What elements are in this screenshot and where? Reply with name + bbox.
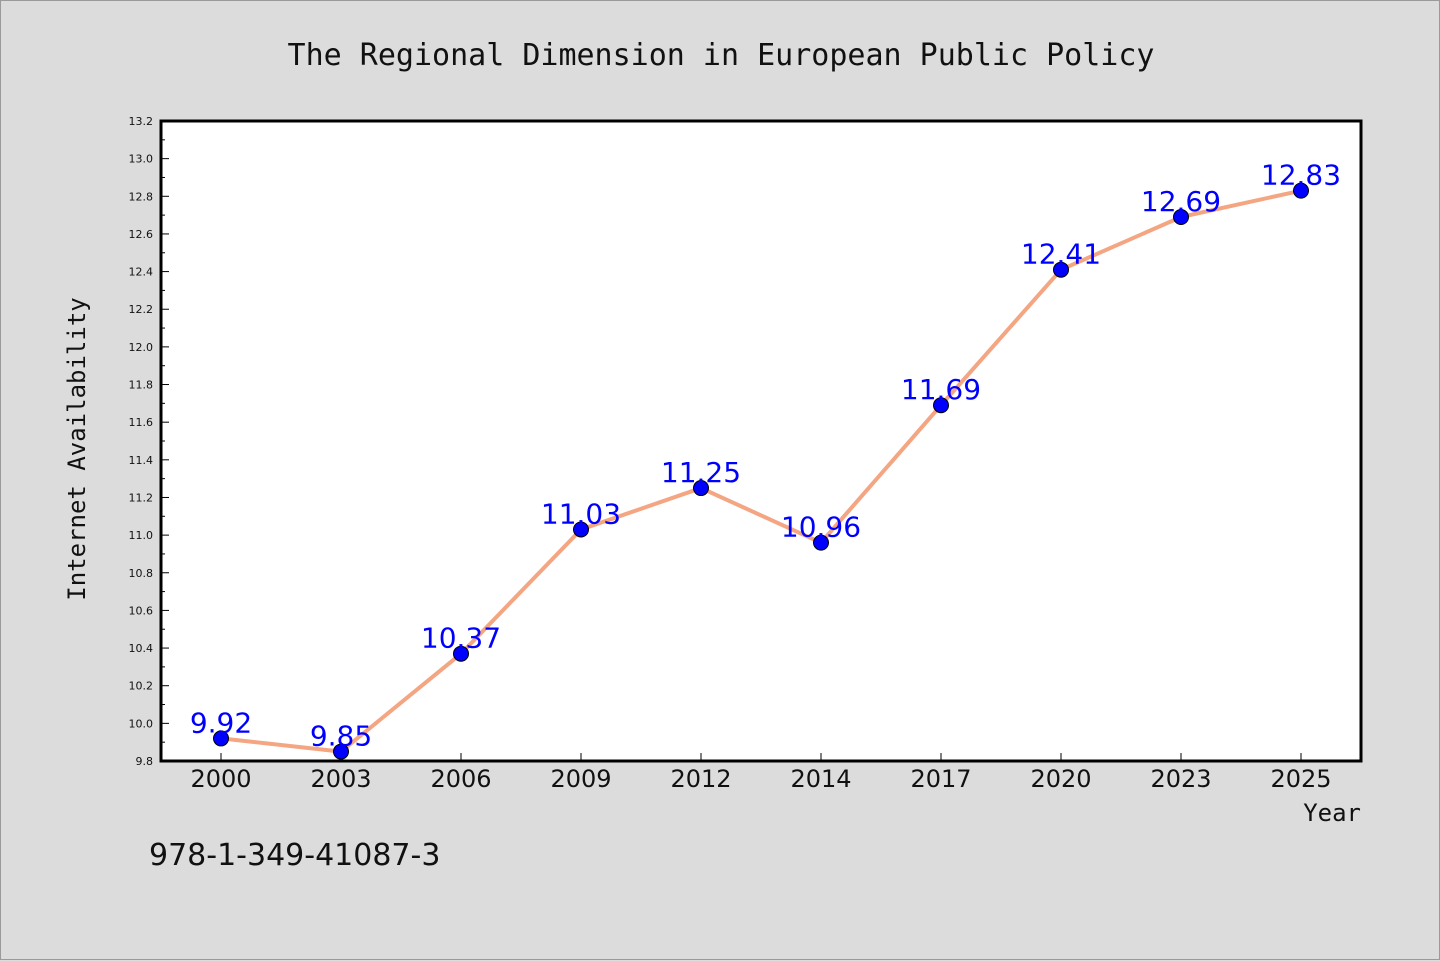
y-tick-label: 12.8 (129, 190, 154, 203)
data-point (693, 480, 709, 497)
chart-title: The Regional Dimension in European Publi… (288, 38, 1155, 73)
x-tick-label: 2020 (1030, 765, 1091, 793)
data-point (1293, 182, 1309, 199)
y-tick-label: 12.0 (129, 341, 154, 354)
y-tick-label: 10.2 (129, 680, 154, 693)
x-axis-label: Year (1303, 799, 1361, 827)
y-tick-label: 13.2 (129, 115, 154, 128)
data-point (1053, 261, 1069, 278)
y-tick-label: 11.6 (129, 416, 154, 429)
y-tick-label: 12.6 (129, 228, 154, 241)
data-label: 10.96 (781, 511, 861, 544)
data-label: 10.37 (421, 622, 501, 655)
data-point (333, 743, 349, 760)
data-point (453, 645, 469, 662)
series-layer: 9.92 9.85 10.37 11.03 11.25 10.96 11.69 12.41 12… (190, 159, 1341, 760)
y-tick-label: 10.6 (129, 604, 154, 617)
data-label: 12.41 (1021, 238, 1101, 271)
y-tick-label: 11.2 (129, 491, 154, 504)
y-tick-label: 10.8 (129, 567, 154, 580)
data-label: 12.83 (1261, 159, 1341, 192)
x-tick-label: 2017 (910, 765, 971, 793)
data-point (1173, 209, 1189, 225)
y-tick-label: 13.0 (129, 153, 154, 166)
y-tick-label: 10.0 (129, 717, 154, 730)
data-point (573, 521, 589, 538)
y-tick-label: 12.4 (129, 266, 154, 279)
data-point (933, 397, 949, 414)
x-tick-label: 2014 (790, 765, 851, 793)
x-tick-label: 2012 (670, 765, 731, 793)
x-tick-label: 2009 (550, 765, 611, 793)
y-tick-label: 11.4 (129, 454, 154, 467)
x-axis: 2000 2003 2006 2009 2012 2014 2017 2020 2023 2025 (190, 753, 1332, 793)
y-tick-label: 11.0 (129, 529, 154, 542)
data-label: 12.69 (1141, 185, 1221, 218)
x-tick-label: 2023 (1150, 765, 1211, 793)
data-label: 11.25 (661, 456, 741, 489)
y-axis: 9.8 10.0 10.2 10.4 10.6 10.8 11.0 11.2 11.4 11.6 1… (129, 115, 169, 768)
x-tick-label: 2025 (1270, 765, 1331, 793)
data-point (213, 730, 229, 747)
x-tick-label: 2000 (190, 765, 251, 793)
y-tick-label: 10.4 (129, 642, 154, 655)
y-tick-label: 12.2 (129, 303, 154, 316)
y-tick-label: 9.8 (136, 755, 154, 768)
series-line (219, 188, 1303, 754)
data-label: 11.69 (901, 373, 981, 406)
data-label: 9.85 (310, 720, 372, 753)
isbn-footnote: 978-1-349-41087-3 (149, 838, 440, 873)
x-tick-label: 2003 (310, 765, 371, 793)
data-point (813, 534, 829, 551)
y-axis-label: Internet Availability (63, 297, 91, 600)
x-tick-label: 2006 (430, 765, 491, 793)
y-tick-label: 11.8 (129, 379, 154, 392)
data-label: 9.92 (190, 706, 252, 739)
data-label: 11.03 (541, 497, 621, 530)
